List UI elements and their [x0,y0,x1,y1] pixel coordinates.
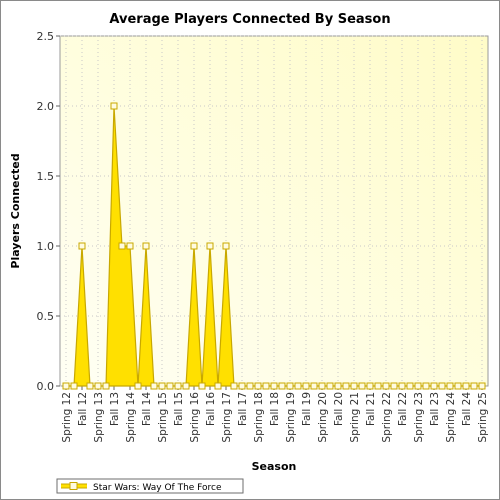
data-point [406,382,414,390]
x-tick-label: Fall 19 [301,392,313,426]
y-tick-label: 2.5 [37,30,55,43]
data-point [230,382,238,390]
data-point [358,382,366,390]
data-point [118,242,126,250]
data-point [222,242,230,250]
y-tick-label: 1.5 [37,170,55,183]
y-axis-label: Players Connected [9,153,22,268]
data-point [294,382,302,390]
data-point [286,382,294,390]
data-point [470,382,478,390]
data-point [278,382,286,390]
data-point [94,382,102,390]
legend-box [56,478,244,494]
x-tick-label: Spring 19 [285,392,297,443]
data-point [430,382,438,390]
data-point [454,382,462,390]
data-point [478,382,486,390]
x-tick-label: Fall 18 [269,392,281,426]
data-point [126,242,134,250]
data-point [198,382,206,390]
data-point [438,382,446,390]
x-tick-label: Spring 22 [381,392,393,443]
data-point [270,382,278,390]
data-point [334,382,342,390]
legend-marker [69,482,78,490]
x-tick-label: Spring 25 [477,392,489,443]
x-tick-label: Spring 18 [253,392,265,443]
x-tick-label: Spring 20 [317,392,329,443]
data-point [414,382,422,390]
data-point [238,382,246,390]
x-tick-label: Fall 12 [77,392,89,426]
data-point [350,382,358,390]
x-tick-label: Spring 15 [157,392,169,443]
x-tick-label: Spring 14 [125,392,137,443]
y-tick-label: 0.0 [37,380,55,393]
x-tick-label: Fall 13 [109,392,121,426]
data-point [86,382,94,390]
data-point [398,382,406,390]
y-axis: 0.0 0.5 1.0 1.5 2.0 2.5 [37,30,60,393]
x-tick-label: Spring 23 [413,392,425,443]
data-point [342,382,350,390]
x-axis-label: Season [252,460,297,473]
x-tick-label: Fall 14 [141,392,153,426]
x-tick-label: Fall 21 [365,392,377,426]
data-point [446,382,454,390]
data-point [246,382,254,390]
data-point [382,382,390,390]
x-tick-label: Fall 17 [237,392,249,426]
x-tick-label: Spring 17 [221,392,233,443]
data-point [462,382,470,390]
data-point [302,382,310,390]
x-tick-label: Spring 21 [349,392,361,443]
x-tick-label: Spring 16 [189,392,201,443]
y-tick-label: 1.0 [37,240,55,253]
data-point [102,382,110,390]
x-tick-label: Fall 24 [461,392,473,426]
data-point [110,102,118,110]
data-point [310,382,318,390]
y-tick-label: 0.5 [37,310,55,323]
data-point [318,382,326,390]
x-tick-label: Fall 16 [205,392,217,426]
data-point [206,242,214,250]
data-point [158,382,166,390]
data-point [326,382,334,390]
data-point [134,382,142,390]
data-point [374,382,382,390]
data-point [150,382,158,390]
data-point [78,242,86,250]
data-point [422,382,430,390]
data-point [62,382,70,390]
data-point [142,242,150,250]
data-point [190,242,198,250]
x-tick-label: Fall 15 [173,392,185,426]
data-point [174,382,182,390]
x-tick-label: Fall 22 [397,392,409,426]
data-point [390,382,398,390]
data-point [214,382,222,390]
x-tick-label: Spring 13 [93,392,105,443]
data-point [70,382,78,390]
x-axis: Spring 12 Fall 12 Spring 13 Fall 13 Spring 1… [61,386,489,443]
data-point [182,382,190,390]
data-point [166,382,174,390]
legend-label: Star Wars: Way Of The Force [93,483,222,493]
x-tick-label: Spring 12 [61,392,73,443]
legend: Star Wars: Way Of The Force [56,478,244,494]
data-point [366,382,374,390]
x-tick-label: Spring 24 [445,392,457,443]
y-tick-label: 2.0 [37,100,55,113]
series-layer [62,102,486,390]
x-tick-label: Fall 23 [429,392,441,426]
data-point [262,382,270,390]
data-point [254,382,262,390]
x-tick-label: Fall 20 [333,392,345,426]
chart-title: Average Players Connected By Season [109,12,390,27]
